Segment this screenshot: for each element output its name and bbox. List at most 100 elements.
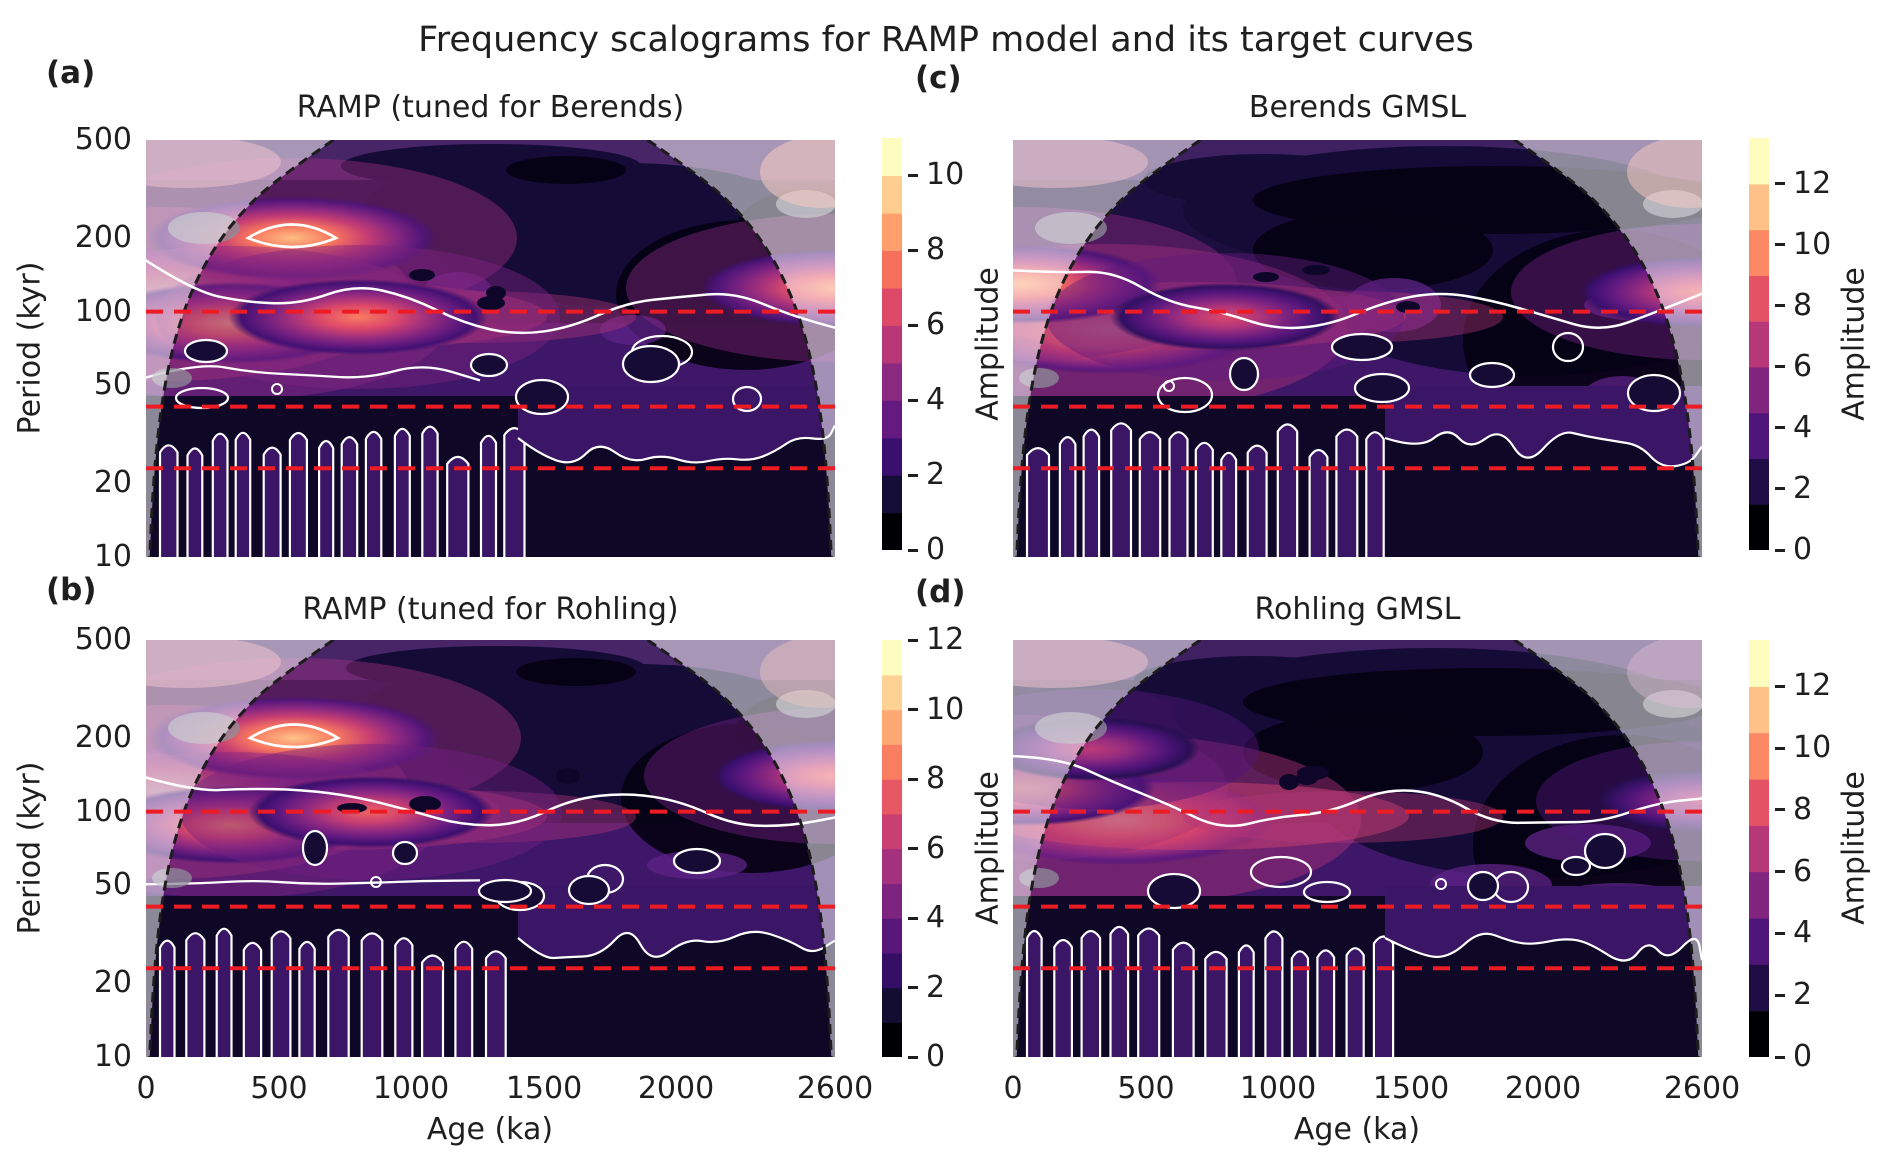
panel-title-c: Berends GMSL — [1248, 90, 1467, 125]
colorbar-tick-mark — [908, 986, 918, 989]
x-tick-label: 2600 — [1663, 1071, 1741, 1106]
colorbar-tick-mark — [908, 917, 918, 920]
y-tick-label: 50 — [93, 367, 132, 402]
colorbar-tick-mark — [908, 324, 918, 327]
colorbar-tick-label: 8 — [926, 761, 946, 796]
scalogram-panel-a — [146, 140, 835, 557]
colorbar-tick-label: 0 — [1793, 1039, 1813, 1074]
colorbar-tick-label: 8 — [1793, 288, 1813, 323]
colorbar-tick-label: 0 — [1793, 532, 1813, 567]
colorbar-tick-label: 2 — [1793, 977, 1813, 1012]
y-tick-label: 10 — [93, 1039, 132, 1074]
colorbar-label-d: Amplitude — [1836, 771, 1872, 925]
colorbar-tick-label: 10 — [926, 692, 965, 727]
colorbar-tick-label: 4 — [1793, 915, 1813, 950]
colorbar-tick-label: 6 — [1793, 854, 1813, 889]
y-tick-label: 100 — [74, 794, 132, 829]
y-axis-label-bottom: Period (kyr) — [12, 761, 48, 935]
y-tick-label: 20 — [93, 965, 132, 1000]
y-axis-label-top: Period (kyr) — [12, 261, 48, 435]
y-tick-label: 50 — [93, 867, 132, 902]
colorbar-tick-mark — [908, 549, 918, 552]
scalogram-panel-b — [146, 640, 835, 1057]
colorbar-tick-mark — [908, 174, 918, 177]
colorbar-tick-label: 12 — [1793, 166, 1832, 201]
x-tick-label: 2000 — [1504, 1071, 1582, 1106]
colorbar-tick-mark — [908, 708, 918, 711]
y-tick-label: 200 — [74, 720, 132, 755]
panel-title-a: RAMP (tuned for Berends) — [296, 90, 685, 125]
y-tick-label: 10 — [93, 539, 132, 574]
colorbar-tick-mark — [1775, 685, 1785, 688]
colorbar-tick-mark — [908, 249, 918, 252]
panel-label-d: (d) — [915, 574, 966, 610]
x-tick-label: 500 — [250, 1071, 308, 1106]
colorbar-b — [882, 640, 902, 1061]
colorbar-tick-label: 6 — [926, 831, 946, 866]
y-tick-label: 500 — [74, 122, 132, 157]
y-tick-label: 100 — [74, 294, 132, 329]
colorbar-tick-label: 2 — [926, 457, 946, 492]
colorbar-gradient-d — [1749, 640, 1769, 1058]
colorbar-c — [1749, 138, 1769, 554]
x-tick-label: 0 — [136, 1071, 156, 1106]
colorbar-tick-label: 4 — [1793, 410, 1813, 445]
panel-label-b: (b) — [46, 572, 97, 608]
colorbar-d — [1749, 640, 1769, 1061]
colorbar-tick-mark — [1775, 932, 1785, 935]
panel-label-c: (c) — [915, 60, 962, 96]
scalogram-canvas-b — [146, 640, 835, 1057]
colorbar-tick-label: 4 — [926, 382, 946, 417]
scalogram-canvas-c — [1013, 140, 1702, 557]
colorbar-tick-mark — [1775, 243, 1785, 246]
colorbar-tick-mark — [1775, 1056, 1785, 1059]
panel-label-a: (a) — [46, 55, 96, 91]
x-tick-label: 1000 — [372, 1071, 450, 1106]
colorbar-tick-label: 2 — [1793, 471, 1813, 506]
colorbar-tick-mark — [1775, 487, 1785, 490]
colorbar-tick-label: 6 — [1793, 349, 1813, 384]
colorbar-label-c: Amplitude — [1836, 267, 1872, 421]
colorbar-gradient-a — [882, 138, 902, 551]
colorbar-a — [882, 138, 902, 554]
colorbar-tick-mark — [1775, 747, 1785, 750]
colorbar-tick-mark — [908, 1056, 918, 1059]
colorbar-tick-label: 8 — [1793, 792, 1813, 827]
x-tick-label: 2600 — [796, 1071, 874, 1106]
colorbar-tick-mark — [1775, 870, 1785, 873]
x-tick-label: 1000 — [1239, 1071, 1317, 1106]
panel-title-b: RAMP (tuned for Rohling) — [302, 592, 679, 627]
y-tick-label: 200 — [74, 220, 132, 255]
colorbar-tick-mark — [908, 474, 918, 477]
colorbar-tick-label: 4 — [926, 900, 946, 935]
y-tick-label: 500 — [74, 622, 132, 657]
x-tick-label: 2000 — [637, 1071, 715, 1106]
y-tick-label: 20 — [93, 465, 132, 500]
scalogram-panel-d — [1013, 640, 1702, 1057]
colorbar-tick-mark — [1775, 549, 1785, 552]
colorbar-tick-mark — [908, 399, 918, 402]
colorbar-tick-mark — [1775, 304, 1785, 307]
colorbar-tick-label: 6 — [926, 307, 946, 342]
colorbar-tick-mark — [1775, 365, 1785, 368]
figure-title: Frequency scalograms for RAMP model and … — [418, 20, 1474, 60]
colorbar-tick-mark — [908, 847, 918, 850]
colorbar-gradient-b — [882, 640, 902, 1058]
colorbar-label-b: Amplitude — [970, 771, 1006, 925]
colorbar-tick-label: 0 — [926, 532, 946, 567]
x-tick-label: 1500 — [505, 1071, 583, 1106]
colorbar-tick-mark — [1775, 182, 1785, 185]
colorbar-tick-label: 12 — [926, 622, 965, 657]
x-tick-label: 1500 — [1372, 1071, 1450, 1106]
colorbar-tick-label: 10 — [1793, 730, 1832, 765]
colorbar-gradient-c — [1749, 138, 1769, 551]
x-tick-label: 0 — [1003, 1071, 1023, 1106]
scalogram-canvas-a — [146, 140, 835, 557]
colorbar-tick-mark — [908, 639, 918, 642]
colorbar-tick-label: 10 — [1793, 227, 1832, 262]
colorbar-tick-mark — [908, 778, 918, 781]
scalogram-panel-c — [1013, 140, 1702, 557]
panel-title-d: Rohling GMSL — [1254, 592, 1461, 627]
colorbar-tick-label: 8 — [926, 232, 946, 267]
